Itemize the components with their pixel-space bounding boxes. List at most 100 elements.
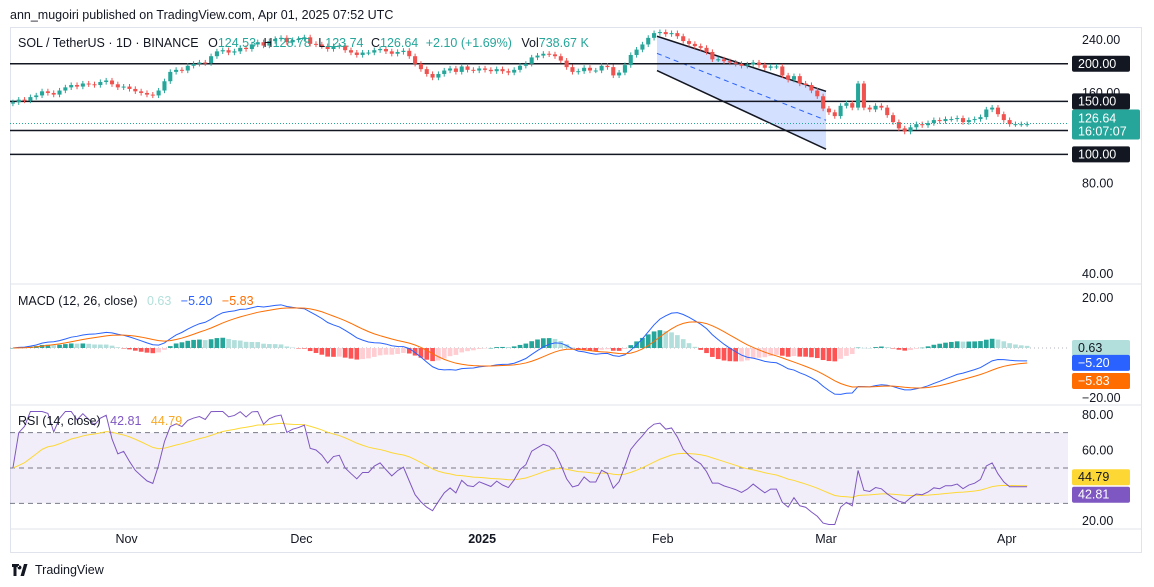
candle-body [278, 37, 284, 39]
candle-body [529, 57, 534, 64]
candle-body [442, 70, 447, 74]
candle-body [69, 85, 74, 88]
candle-body [401, 50, 406, 52]
candle-body [1025, 124, 1030, 126]
macd-histogram-bar [488, 347, 494, 349]
candle-body [214, 51, 219, 57]
macd-histogram-bar [622, 348, 628, 349]
candle-body [960, 118, 966, 123]
candle-body [517, 65, 523, 70]
macd-histogram-bar [511, 346, 517, 348]
candle-body [121, 86, 126, 88]
candle-body [337, 45, 342, 47]
candle-body [739, 63, 744, 66]
macd-histogram-bar [377, 348, 383, 356]
candle-body [348, 50, 354, 53]
macd-histogram-bar [284, 346, 290, 348]
candle-body [646, 37, 651, 45]
candle-body [1013, 124, 1018, 126]
macd-tick-label: −20.00 [1082, 391, 1121, 405]
candle-body [16, 99, 21, 103]
macd-histogram-bar [663, 331, 669, 348]
level-tag-bg [1072, 146, 1130, 163]
candle-body [471, 69, 476, 71]
candle-body [313, 43, 319, 45]
macd-histogram-bar [867, 347, 873, 349]
macd-histogram-bar [482, 348, 488, 349]
macd-histogram-bar [599, 348, 604, 350]
current-price-tag: 126.64 [1078, 111, 1116, 125]
candle-body [133, 88, 138, 92]
candle-body [774, 66, 779, 68]
candle-body [127, 86, 132, 89]
macd-histogram-bar [686, 343, 692, 348]
macd-histogram-bar [937, 343, 943, 348]
macd-histogram-bar [879, 346, 884, 348]
macd-histogram-bar [185, 340, 191, 348]
macd-histogram-bar [98, 344, 103, 348]
candle-body [611, 67, 616, 76]
candle-body [809, 85, 814, 91]
candle-body [453, 68, 458, 72]
macd-histogram-bar [797, 348, 803, 357]
candle-body [372, 50, 377, 53]
candle-body [861, 83, 866, 108]
macd-histogram-bar [197, 339, 202, 348]
macd-histogram-bar [319, 348, 325, 355]
candle-body [576, 71, 581, 73]
macd-histogram-bar [138, 348, 144, 352]
rsi-tick-label: 60.00 [1082, 443, 1113, 457]
candle-body [465, 66, 470, 70]
macd-histogram-bar [715, 348, 721, 360]
price-tick-label: 80.00 [1082, 176, 1113, 190]
candle-body [791, 76, 797, 80]
macd-histogram-bar [978, 341, 983, 348]
macd-histogram-bar [220, 337, 226, 348]
macd-histogram-bar [680, 339, 686, 348]
macd-histogram-bar [908, 348, 913, 351]
candle-body [319, 44, 324, 47]
rsi-tick-label: 20.00 [1082, 514, 1113, 528]
candle-body [867, 107, 872, 110]
price-channel[interactable] [656, 35, 827, 150]
macd-histogram-bar [173, 343, 179, 348]
candle-body [821, 96, 826, 109]
candle-body [98, 81, 103, 86]
candle-body [727, 61, 732, 63]
candle-body [424, 69, 429, 74]
macd-histogram-bar [564, 344, 569, 348]
macd-histogram-bar [424, 348, 430, 360]
candle-body [436, 73, 441, 78]
footer: TradingView [12, 563, 104, 577]
macd-histogram-bar [779, 348, 785, 356]
candle-body [354, 52, 359, 55]
candle-body [873, 105, 878, 110]
rsi-ma-line [12, 422, 1028, 498]
candle-body [109, 80, 115, 85]
candle-body [232, 51, 237, 53]
candle-body [885, 107, 890, 116]
signal-value-tag: −5.83 [1078, 374, 1110, 388]
macd-histogram-bar [960, 341, 966, 348]
candle-body [990, 107, 995, 110]
horizontal-levels[interactable] [10, 63, 1068, 156]
candle-body [675, 33, 680, 37]
candle-body [28, 97, 33, 101]
candle-body [168, 71, 173, 82]
macd-histogram-bar [803, 348, 808, 357]
macd-hist-tag: 0.63 [1078, 341, 1102, 355]
rsi-pane [10, 410, 1068, 526]
time-tick-label: Feb [652, 532, 674, 546]
candle-body [756, 62, 762, 66]
candle-body [255, 42, 260, 45]
candle-body [383, 49, 388, 52]
macd-histogram-bar [389, 348, 395, 355]
macd-histogram-bar [132, 348, 138, 351]
candle-body [587, 67, 592, 71]
candle-body [104, 80, 109, 82]
macd-histogram-bar [336, 348, 342, 357]
macd-histogram-bar [202, 340, 208, 348]
candle-body [523, 63, 528, 66]
macd-histogram-bar [949, 341, 954, 348]
